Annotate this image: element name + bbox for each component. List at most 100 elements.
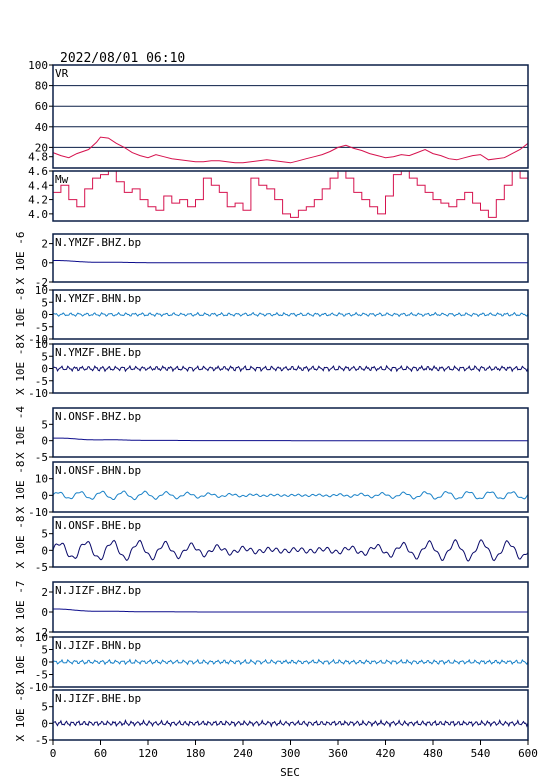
panel-label: N.JIZF.BHE.bp — [55, 692, 141, 705]
x-tick-label: 120 — [138, 747, 158, 760]
panel-label: N.YMZF.BHE.bp — [55, 346, 141, 359]
y-tick-label: 5 — [41, 350, 48, 363]
y-tick-label: 4.0 — [28, 208, 48, 221]
y-tick-label: 5 — [41, 418, 48, 431]
y-tick-label: 2 — [41, 238, 48, 251]
y-tick-label: 100 — [28, 59, 48, 72]
x-tick-label: 240 — [233, 747, 253, 760]
panel-label: N.YMZF.BHZ.bp — [55, 236, 141, 249]
waveform-trace — [52, 364, 529, 373]
panel-label: N.ONSF.BHZ.bp — [55, 410, 141, 423]
y-tick-label: 5 — [41, 701, 48, 714]
panel-label: Mw — [55, 173, 69, 186]
panel-11: -5 0 5 N.JIZF.BHE.bp X 10E -8 — [14, 689, 529, 747]
panel-frame — [52, 233, 529, 283]
y-unit-label: X 10E -8 — [14, 461, 27, 514]
y-tick-label: 5 — [41, 528, 48, 541]
series-line — [52, 136, 529, 164]
panel-frame — [52, 170, 529, 222]
waveform-trace — [53, 437, 528, 442]
y-unit-label: X 10E -8 — [14, 288, 27, 341]
y-tick-label: 0 — [41, 489, 48, 502]
y-tick-label: 10 — [35, 284, 48, 297]
y-unit-label: X 10E -8 — [14, 516, 27, 569]
panel-6: -5 0 5 N.ONSF.BHZ.bp X 10E -4 — [14, 406, 529, 464]
y-tick-label: 0 — [41, 309, 48, 322]
waveform-trace — [52, 490, 529, 501]
y-tick-label: 0 — [41, 435, 48, 448]
waveform-trace — [52, 539, 529, 562]
y-tick-label: 0 — [41, 656, 48, 669]
y-tick-label: -10 — [28, 681, 48, 694]
x-tick-label: 180 — [186, 747, 206, 760]
panel-1: 20 40 60 80 100 VR — [28, 59, 529, 169]
y-tick-label: 80 — [35, 80, 48, 93]
panel-frame — [52, 64, 529, 169]
waveform-trace — [53, 260, 528, 264]
x-tick-label: 540 — [471, 747, 491, 760]
waveform-trace — [52, 311, 529, 318]
header-timestamp: 2022/08/01 06:10 — [60, 51, 185, 66]
y-tick-label: 0 — [41, 544, 48, 557]
y-tick-label: 0 — [41, 717, 48, 730]
panel-label: N.JIZF.BHZ.bp — [55, 584, 141, 597]
panel-frame — [52, 581, 529, 633]
y-tick-label: 4.2 — [28, 194, 48, 207]
panel-label: N.JIZF.BHN.bp — [55, 639, 141, 652]
y-tick-label: -2 — [35, 626, 48, 639]
panel-2: 4.04.2 4.44.64.8 Mw — [28, 151, 529, 222]
y-tick-label: -5 — [35, 451, 48, 464]
panel-frame — [52, 461, 529, 513]
x-tick-label: 420 — [376, 747, 396, 760]
y-tick-label: -10 — [28, 333, 48, 346]
panel-8: -5 0 5 N.ONSF.BHE.bp X 10E -8 — [14, 516, 529, 574]
x-tick-label: 0 — [50, 747, 57, 760]
waveform-trace — [52, 718, 529, 728]
y-tick-label: 10 — [35, 631, 48, 644]
panel-7: -10 0 10 N.ONSF.BHN.bp X 10E -8 — [14, 461, 529, 519]
y-unit-label: X 10E -8 — [14, 342, 27, 395]
y-tick-label: 40 — [35, 121, 48, 134]
y-tick-label: 5 — [41, 296, 48, 309]
panel-frame — [52, 516, 529, 568]
y-tick-label: 4.6 — [28, 165, 48, 178]
y-tick-label: -10 — [28, 506, 48, 519]
panel-label: VR — [55, 67, 69, 80]
y-tick-label: 4.4 — [28, 179, 48, 192]
waveform-trace — [53, 608, 528, 613]
y-tick-label: 10 — [35, 338, 48, 351]
y-tick-label: -5 — [35, 734, 48, 747]
x-tick-label: 300 — [281, 747, 301, 760]
y-tick-label: 4.8 — [28, 151, 48, 164]
panel-frame — [52, 407, 529, 458]
y-tick-label: 10 — [35, 473, 48, 486]
y-tick-label: -5 — [35, 375, 48, 388]
x-tick-label: 60 — [94, 747, 107, 760]
y-unit-label: X 10E -8 — [14, 636, 27, 689]
x-axis-label: SEC — [280, 766, 300, 779]
y-unit-label: X 10E -4 — [14, 406, 27, 459]
y-tick-label: -2 — [35, 276, 48, 289]
panel-label: N.ONSF.BHN.bp — [55, 464, 141, 477]
y-tick-label: 2 — [41, 586, 48, 599]
panel-label: N.YMZF.BHN.bp — [55, 292, 141, 305]
series-line — [53, 170, 529, 218]
panel-label: N.ONSF.BHE.bp — [55, 519, 141, 532]
y-tick-label: -5 — [35, 321, 48, 334]
y-tick-label: 0 — [41, 363, 48, 376]
panel-9: -2 0 2 N.JIZF.BHZ.bp X 10E -7 — [14, 581, 529, 639]
y-tick-label: 20 — [35, 141, 48, 154]
y-tick-label: -5 — [35, 669, 48, 682]
y-tick-label: 0 — [41, 606, 48, 619]
y-tick-label: 0 — [41, 257, 48, 270]
x-tick-label: 480 — [423, 747, 443, 760]
x-axis: 0 60 120 180 240 300 360 420 480 540 600 — [50, 740, 538, 760]
y-tick-label: 5 — [41, 644, 48, 657]
y-tick-label: -10 — [28, 387, 48, 400]
panel-3: -2 0 2 N.YMZF.BHZ.bp X 10E -6 — [14, 232, 529, 289]
waveform-trace — [52, 658, 529, 666]
